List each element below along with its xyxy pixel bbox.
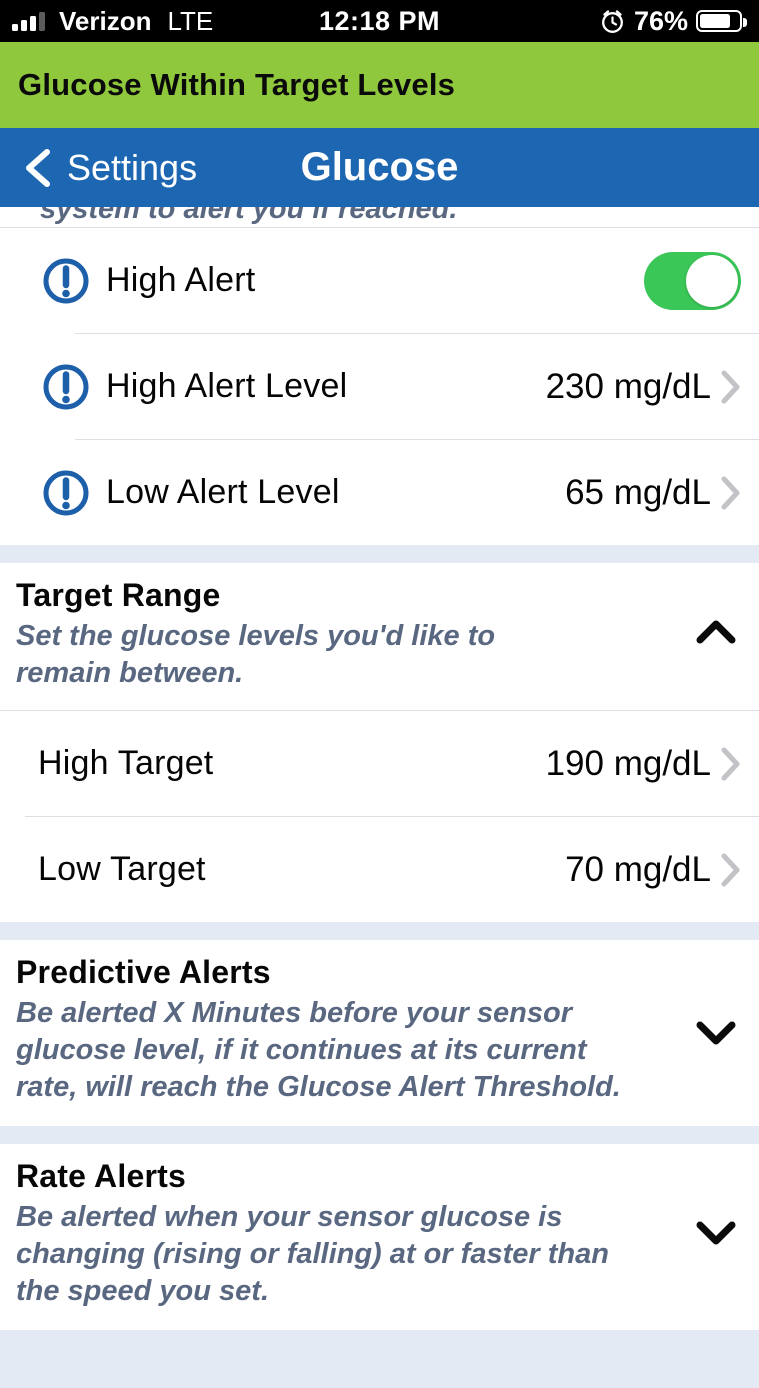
high-alert-level-label: High Alert Level (106, 367, 348, 405)
alert-exclamation-icon (42, 257, 90, 305)
glucose-status-banner: Glucose Within Target Levels (0, 42, 759, 128)
section-gap (0, 545, 759, 563)
high-target-label: High Target (38, 744, 214, 782)
rate-alerts-section[interactable]: Rate Alerts Be alerted when your sensor … (0, 1144, 759, 1330)
expand-chevron-down-icon[interactable] (695, 1020, 737, 1051)
bottom-spacer (0, 1330, 759, 1388)
divider (0, 227, 759, 228)
status-bar: Verizon LTE 12:18 PM 76% (0, 0, 759, 42)
back-chevron-icon (24, 148, 51, 187)
signal-strength-icon (12, 11, 45, 31)
carrier-label: Verizon (59, 5, 152, 36)
target-range-section: Target Range Set the glucose levels you'… (0, 563, 759, 922)
banner-title: Glucose Within Target Levels (18, 67, 456, 102)
section-gap (0, 1126, 759, 1144)
high-target-row[interactable]: High Target 190 mg/dL (0, 711, 759, 816)
chevron-right-icon (721, 370, 741, 404)
divider (25, 816, 759, 817)
divider (75, 333, 759, 334)
page-title: Glucose (300, 145, 459, 189)
target-range-title: Target Range (16, 577, 221, 613)
target-range-description: Set the glucose levels you'd like to rem… (16, 620, 496, 689)
back-button-label: Settings (67, 146, 198, 188)
low-target-label: Low Target (38, 850, 206, 888)
expand-chevron-down-icon[interactable] (695, 1220, 737, 1251)
predictive-alerts-section[interactable]: Predictive Alerts Be alerted X Minutes b… (0, 940, 759, 1126)
high-alert-toggle[interactable] (644, 251, 741, 310)
back-to-settings-button[interactable]: Settings (0, 147, 197, 189)
high-target-value: 190 mg/dL (545, 743, 711, 783)
divider (0, 710, 759, 711)
low-target-row[interactable]: Low Target 70 mg/dL (0, 817, 759, 922)
low-target-value: 70 mg/dL (565, 849, 711, 889)
divider (75, 439, 759, 440)
predictive-alerts-title: Predictive Alerts (16, 954, 271, 990)
alert-exclamation-icon (42, 469, 90, 517)
low-alert-level-row[interactable]: Low Alert Level 65 mg/dL (0, 440, 759, 545)
navigation-bar: Settings Glucose (0, 128, 759, 207)
collapse-chevron-up-icon[interactable] (695, 619, 737, 650)
battery-icon (696, 10, 747, 32)
alerts-section: system to alert you if reached. High Ale… (0, 207, 759, 545)
low-alert-level-value: 65 mg/dL (565, 472, 711, 512)
high-alert-label: High Alert (106, 261, 256, 299)
scrolled-description-fragment: system to alert you if reached. (0, 207, 759, 227)
chevron-right-icon (721, 476, 741, 510)
rate-alerts-title: Rate Alerts (16, 1158, 186, 1194)
target-range-header[interactable]: Target Range Set the glucose levels you'… (0, 563, 759, 710)
app-screen: Verizon LTE 12:18 PM 76% Glucose Within … (0, 0, 759, 1330)
battery-percent-label: 76% (633, 5, 688, 36)
chevron-right-icon (721, 747, 741, 781)
section-gap (0, 922, 759, 940)
alarm-clock-icon (599, 8, 626, 35)
high-alert-row: High Alert (0, 228, 759, 333)
clock: 12:18 PM (318, 5, 441, 36)
chevron-right-icon (721, 853, 741, 887)
alert-exclamation-icon (42, 363, 90, 411)
network-type-label: LTE (167, 5, 214, 36)
high-alert-level-value: 230 mg/dL (545, 366, 711, 406)
rate-alerts-description: Be alerted when your sensor glucose is c… (16, 1201, 609, 1307)
low-alert-level-label: Low Alert Level (106, 473, 340, 511)
predictive-alerts-description: Be alerted X Minutes before your sensor … (16, 997, 621, 1103)
high-alert-level-row[interactable]: High Alert Level 230 mg/dL (0, 334, 759, 439)
